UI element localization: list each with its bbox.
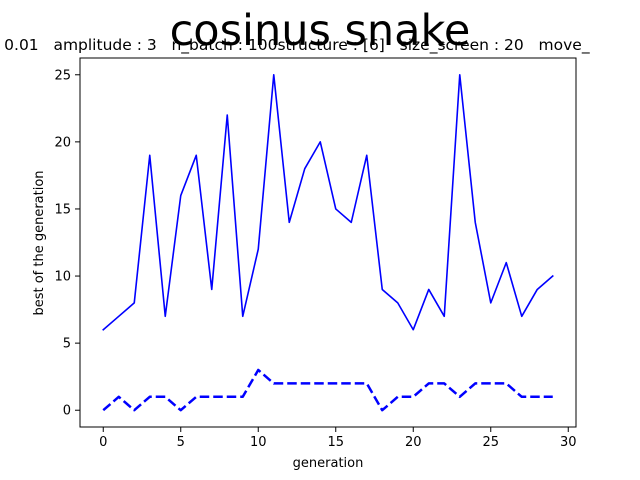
plot-frame — [79, 57, 577, 428]
x-tick-label: 15 — [327, 435, 344, 450]
x-tick-label: 20 — [405, 435, 422, 450]
series-line-1 — [102, 73, 554, 331]
chart-title: cosinus snake — [170, 6, 471, 56]
y-tick-label: 5 — [63, 337, 71, 352]
y-tick-label: 15 — [54, 202, 71, 217]
y-tick-label: 25 — [54, 68, 71, 83]
y-axis-label: best of the generation — [32, 170, 47, 315]
y-tick-label: 20 — [54, 135, 71, 150]
x-axis-label: generation — [293, 456, 364, 471]
chart-subtitle: : 0.01 amplitude : 3 n_batch : 100struct… — [0, 36, 590, 55]
series-layer — [102, 73, 554, 412]
y-tick-label: 10 — [54, 270, 71, 285]
y-tick-label: 0 — [63, 404, 71, 419]
axes-layer: 0 5 10 15 20 25 30 0 5 10 15 20 25 — [54, 57, 577, 450]
x-tick-label: 30 — [560, 435, 577, 450]
x-tick-label: 0 — [99, 435, 107, 450]
series-line-2 — [102, 368, 553, 412]
x-tick-label: 5 — [177, 435, 185, 450]
x-tick-label: 10 — [250, 435, 267, 450]
x-tick-label: 25 — [482, 435, 499, 450]
